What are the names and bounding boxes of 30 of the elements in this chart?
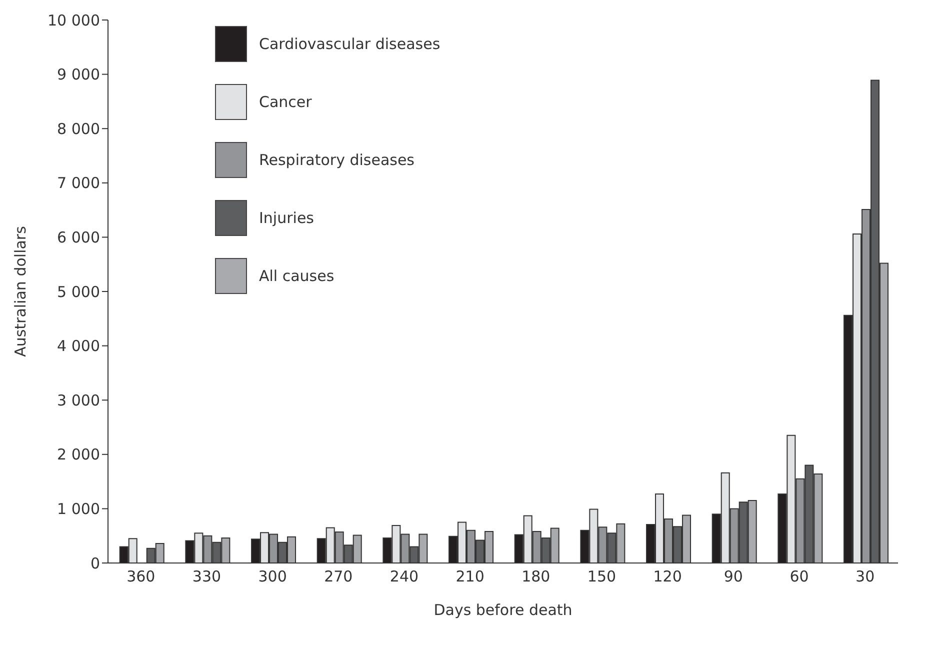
x-tick-label: 360 <box>126 568 156 586</box>
x-tick-label: 330 <box>192 568 222 586</box>
legend-label: Injuries <box>259 209 314 227</box>
y-tick-label: 1 000 <box>57 500 100 518</box>
x-tick-label: 180 <box>522 568 550 586</box>
x-tick-label: 60 <box>790 568 809 586</box>
y-tick-label: 3 000 <box>57 391 100 410</box>
y-tick-label: 6 000 <box>57 228 100 247</box>
x-tick-label: 120 <box>653 568 682 586</box>
x-tick-label: 30 <box>856 568 875 586</box>
y-tick-label: 9 000 <box>57 66 100 84</box>
y-axis-title: Australian dollars <box>11 226 30 357</box>
y-tick-label: 4 000 <box>57 337 100 356</box>
legend-label: Cancer <box>259 93 312 111</box>
x-tick-label: 90 <box>724 568 743 586</box>
y-tick-label: 2 000 <box>57 446 100 464</box>
x-axis-title: Days before death <box>434 601 572 619</box>
x-tick-label: 210 <box>456 568 484 586</box>
y-tick-label: 8 000 <box>57 120 100 138</box>
y-tick-label: 5 000 <box>57 282 100 301</box>
legend-label: All causes <box>259 267 334 285</box>
x-tick-label: 300 <box>258 568 287 586</box>
x-tick-label: 150 <box>587 568 616 586</box>
y-tick-label: 10 000 <box>48 11 100 30</box>
legend-label: Respiratory diseases <box>259 151 414 169</box>
x-tick-label: 240 <box>390 568 419 586</box>
legend-label: Cardiovascular diseases <box>259 35 440 53</box>
y-tick-label: 0 <box>90 554 100 572</box>
y-tick-label: 7 000 <box>57 174 100 192</box>
x-tick-label: 270 <box>324 568 353 586</box>
